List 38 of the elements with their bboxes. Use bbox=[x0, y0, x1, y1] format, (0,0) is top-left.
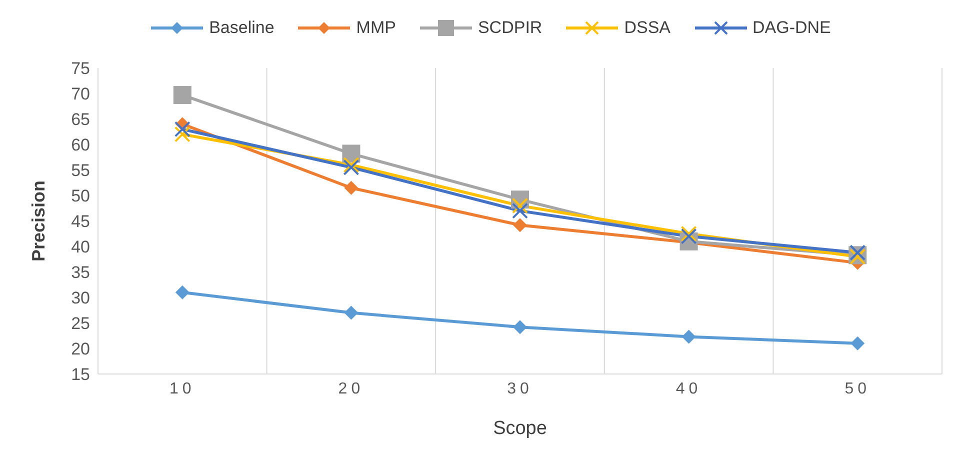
legend-label: Baseline bbox=[208, 18, 274, 38]
point bbox=[513, 320, 527, 334]
point bbox=[175, 285, 190, 300]
y-tick-label: 65 bbox=[71, 110, 90, 130]
y-tick-label: 45 bbox=[71, 212, 90, 232]
point bbox=[850, 244, 866, 261]
y-tick-label: 15 bbox=[71, 365, 90, 384]
y-tick-label: 40 bbox=[71, 238, 90, 257]
x-tick-label: 30 bbox=[507, 380, 533, 398]
point bbox=[682, 330, 696, 344]
point bbox=[174, 121, 190, 138]
legend-label: SCDPIR bbox=[476, 18, 542, 38]
x-axis-title: Scope bbox=[493, 418, 547, 439]
y-tick-label: 30 bbox=[71, 288, 90, 308]
point bbox=[344, 180, 358, 195]
point bbox=[512, 198, 528, 214]
y-tick-label: 70 bbox=[71, 84, 90, 104]
point bbox=[344, 306, 358, 320]
legend-label: DAG-DNE bbox=[752, 18, 831, 38]
y-tick-label: 35 bbox=[71, 263, 90, 282]
x-tick-label: 20 bbox=[338, 380, 364, 398]
y-tick-label: 50 bbox=[71, 186, 90, 206]
y-axis-title: Precision bbox=[28, 180, 48, 262]
x-tick-label: 50 bbox=[844, 380, 870, 398]
legend-label: MMP bbox=[355, 18, 396, 38]
point bbox=[174, 126, 190, 142]
legend-label: DSSA bbox=[623, 18, 670, 38]
point bbox=[512, 202, 528, 219]
y-tick-label: 55 bbox=[71, 161, 90, 180]
point bbox=[513, 218, 527, 232]
y-tick-label: 75 bbox=[71, 59, 90, 78]
y-tick-label: 25 bbox=[71, 314, 90, 334]
x-tick-label: 40 bbox=[676, 380, 702, 398]
point bbox=[850, 336, 865, 350]
y-tick-label: 20 bbox=[71, 340, 90, 359]
point bbox=[173, 86, 192, 104]
x-tick-label: 10 bbox=[170, 380, 196, 398]
y-tick-label: 60 bbox=[71, 136, 90, 155]
